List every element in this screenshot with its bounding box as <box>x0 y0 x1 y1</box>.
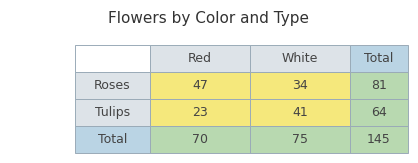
Bar <box>150 99 250 126</box>
Text: White: White <box>282 52 318 65</box>
Text: Tulips: Tulips <box>95 106 130 119</box>
Bar <box>75 72 150 99</box>
Bar <box>350 72 408 99</box>
Bar <box>250 45 350 72</box>
Bar <box>75 126 150 153</box>
Bar <box>250 99 350 126</box>
Bar <box>350 45 408 72</box>
Bar <box>150 126 250 153</box>
Bar <box>150 45 250 72</box>
Bar <box>250 126 350 153</box>
Text: Roses: Roses <box>94 79 131 92</box>
Text: 47: 47 <box>192 79 208 92</box>
Text: 145: 145 <box>367 133 391 146</box>
Bar <box>350 99 408 126</box>
Bar <box>75 99 150 126</box>
Text: 81: 81 <box>371 79 387 92</box>
Text: 23: 23 <box>192 106 208 119</box>
Text: 75: 75 <box>292 133 308 146</box>
Bar <box>250 72 350 99</box>
Text: Red: Red <box>188 52 212 65</box>
Text: 64: 64 <box>371 106 387 119</box>
Text: Total: Total <box>98 133 127 146</box>
Bar <box>75 45 150 72</box>
Text: 41: 41 <box>292 106 308 119</box>
Bar <box>150 72 250 99</box>
Text: 34: 34 <box>292 79 308 92</box>
Text: 70: 70 <box>192 133 208 146</box>
Bar <box>350 126 408 153</box>
Text: Total: Total <box>364 52 394 65</box>
Text: Flowers by Color and Type: Flowers by Color and Type <box>109 11 309 26</box>
